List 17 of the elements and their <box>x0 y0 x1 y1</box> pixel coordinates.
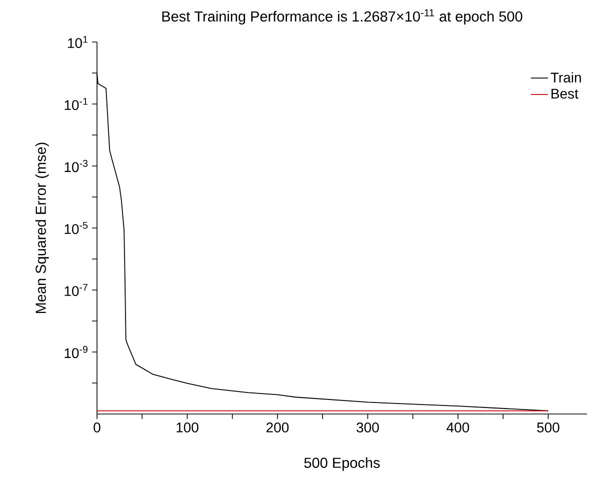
y-tick-label: 10$^{-5}$ <box>64 222 88 234</box>
x-tick-label: 400 <box>446 422 470 432</box>
x-tick-label: 100 <box>176 422 198 432</box>
x-axis-title: 500 Epochs <box>304 457 380 471</box>
y-tick-label: 10$^{-9}$ <box>64 346 88 358</box>
y-tick-label: 10$^{-1}$ <box>64 98 88 110</box>
legend-label: Train <box>550 72 581 83</box>
x-tick-label: 300 <box>356 422 379 432</box>
y-tick-label: 10$^{1}$ <box>68 36 88 48</box>
x-tick-label: 500 <box>537 422 560 432</box>
legend-label: Best <box>552 88 578 99</box>
y-tick-label: 10$^{-7}$ <box>64 284 88 296</box>
x-tick-label: 200 <box>266 422 289 432</box>
y-tick-label: 10$^{-3}$ <box>64 160 88 172</box>
chart-title: Best Training Performance is 1.2687×10$^{-11}$ at epoch 500 <box>162 9 522 24</box>
y-axis-title: Mean Squared Error (mse) <box>35 142 49 314</box>
x-tick-label: 0 <box>94 422 100 432</box>
